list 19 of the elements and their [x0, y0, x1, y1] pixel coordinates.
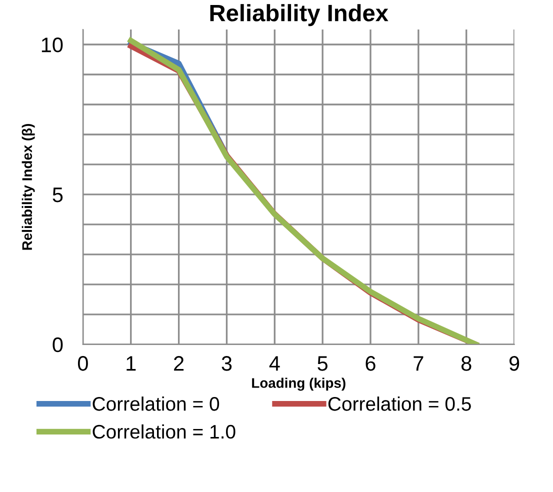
chart-title: Reliability Index — [210, 4, 388, 26]
x-tick-label: 0 — [78, 356, 88, 371]
x-tick-label: 7 — [414, 356, 424, 371]
legend-label: Correlation = 0.5 — [328, 396, 471, 411]
x-tick-label: 9 — [509, 356, 520, 371]
x-tick-label: 4 — [269, 356, 280, 371]
x-tick-label: 1 — [126, 356, 136, 371]
legend-label: Correlation = 1.0 — [92, 424, 236, 439]
x-axis-title: Loading (kips) — [252, 378, 346, 391]
y-tick-label: 5 — [52, 188, 63, 202]
x-tick-label: 2 — [174, 356, 184, 371]
x-tick-label: 3 — [222, 356, 232, 371]
x-tick-label: 8 — [461, 356, 472, 371]
x-tick-label: 5 — [318, 356, 328, 371]
y-tick-label: 10 — [42, 38, 63, 52]
y-axis-title: Reliability Index (β) — [22, 124, 35, 250]
x-tick-label: 6 — [366, 356, 376, 371]
y-tick-label: 0 — [52, 337, 63, 352]
legend-label: Correlation = 0 — [92, 396, 220, 411]
